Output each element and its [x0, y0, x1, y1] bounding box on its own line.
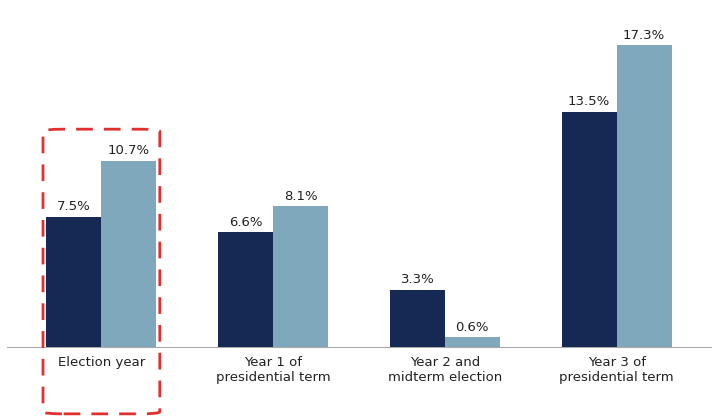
Bar: [218, 232, 273, 347]
Bar: [390, 290, 445, 347]
Bar: [273, 206, 328, 347]
Text: 8.1%: 8.1%: [284, 190, 317, 203]
Text: 6.6%: 6.6%: [229, 216, 262, 229]
Bar: [445, 337, 500, 347]
Text: 13.5%: 13.5%: [568, 95, 610, 108]
Bar: [101, 161, 157, 347]
Text: 7.5%: 7.5%: [57, 200, 90, 213]
Text: 17.3%: 17.3%: [623, 29, 665, 42]
Bar: [561, 112, 617, 347]
Bar: [617, 45, 671, 347]
Text: 0.6%: 0.6%: [456, 321, 489, 334]
Text: 10.7%: 10.7%: [108, 144, 150, 157]
Bar: [47, 216, 101, 347]
Text: 3.3%: 3.3%: [401, 274, 434, 286]
